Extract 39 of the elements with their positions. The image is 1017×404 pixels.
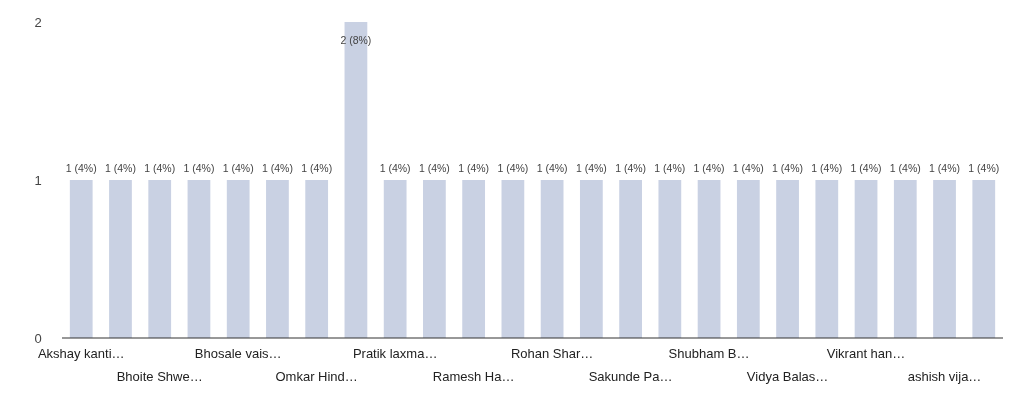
data-label: 1 (4%) xyxy=(654,162,686,174)
x-tick-label: Omkar Hind… xyxy=(275,369,358,384)
data-label: 1 (4%) xyxy=(261,162,293,174)
x-tick-label: Ramesh Ha… xyxy=(432,369,515,384)
x-tick-label: Vikrant han… xyxy=(826,346,906,361)
data-label: 1 (4%) xyxy=(379,162,411,174)
data-label: 1 (4%) xyxy=(615,162,647,174)
data-label: 1 (4%) xyxy=(418,162,450,174)
data-label: 1 (4%) xyxy=(732,162,764,174)
data-label: 1 (4%) xyxy=(811,162,843,174)
data-label: 1 (4%) xyxy=(693,162,725,174)
x-tick-label: Vidya Balas… xyxy=(746,369,829,384)
data-label: 1 (4%) xyxy=(850,162,882,174)
x-tick-label: Pratik laxma… xyxy=(352,346,438,361)
data-label: 1 (4%) xyxy=(65,162,97,174)
x-tick-label: ashish vija… xyxy=(907,369,982,384)
x-tick-label: Shubham B… xyxy=(668,346,750,361)
x-tick-label: Bhoite Shwe… xyxy=(116,369,203,384)
data-label: 1 (4%) xyxy=(222,162,254,174)
data-label: 1 (4%) xyxy=(458,162,490,174)
data-label: 1 (4%) xyxy=(772,162,804,174)
data-label: 1 (4%) xyxy=(575,162,607,174)
y-tick-label: 1 xyxy=(34,173,42,188)
y-tick-label: 0 xyxy=(34,331,42,346)
data-label: 1 (4%) xyxy=(144,162,176,174)
x-tick-label: Sakunde Pa… xyxy=(588,369,673,384)
data-label: 1 (4%) xyxy=(497,162,529,174)
x-tick-label: Bhosale vais… xyxy=(194,346,282,361)
x-tick-label: Akshay kanti… xyxy=(37,346,125,361)
data-label: 1 (4%) xyxy=(301,162,333,174)
y-tick-label: 2 xyxy=(34,15,42,30)
x-tick-label: Rohan Shar… xyxy=(510,346,594,361)
data-label: 1 (4%) xyxy=(105,162,136,174)
data-label: 1 (4%) xyxy=(889,162,921,174)
data-label: 1 (4%) xyxy=(929,162,960,174)
data-label: 1 (4%) xyxy=(183,162,215,174)
data-label: 1 (4%) xyxy=(968,162,1000,174)
data-label: 2 (8%) xyxy=(340,34,372,46)
data-label: 1 (4%) xyxy=(536,162,568,174)
